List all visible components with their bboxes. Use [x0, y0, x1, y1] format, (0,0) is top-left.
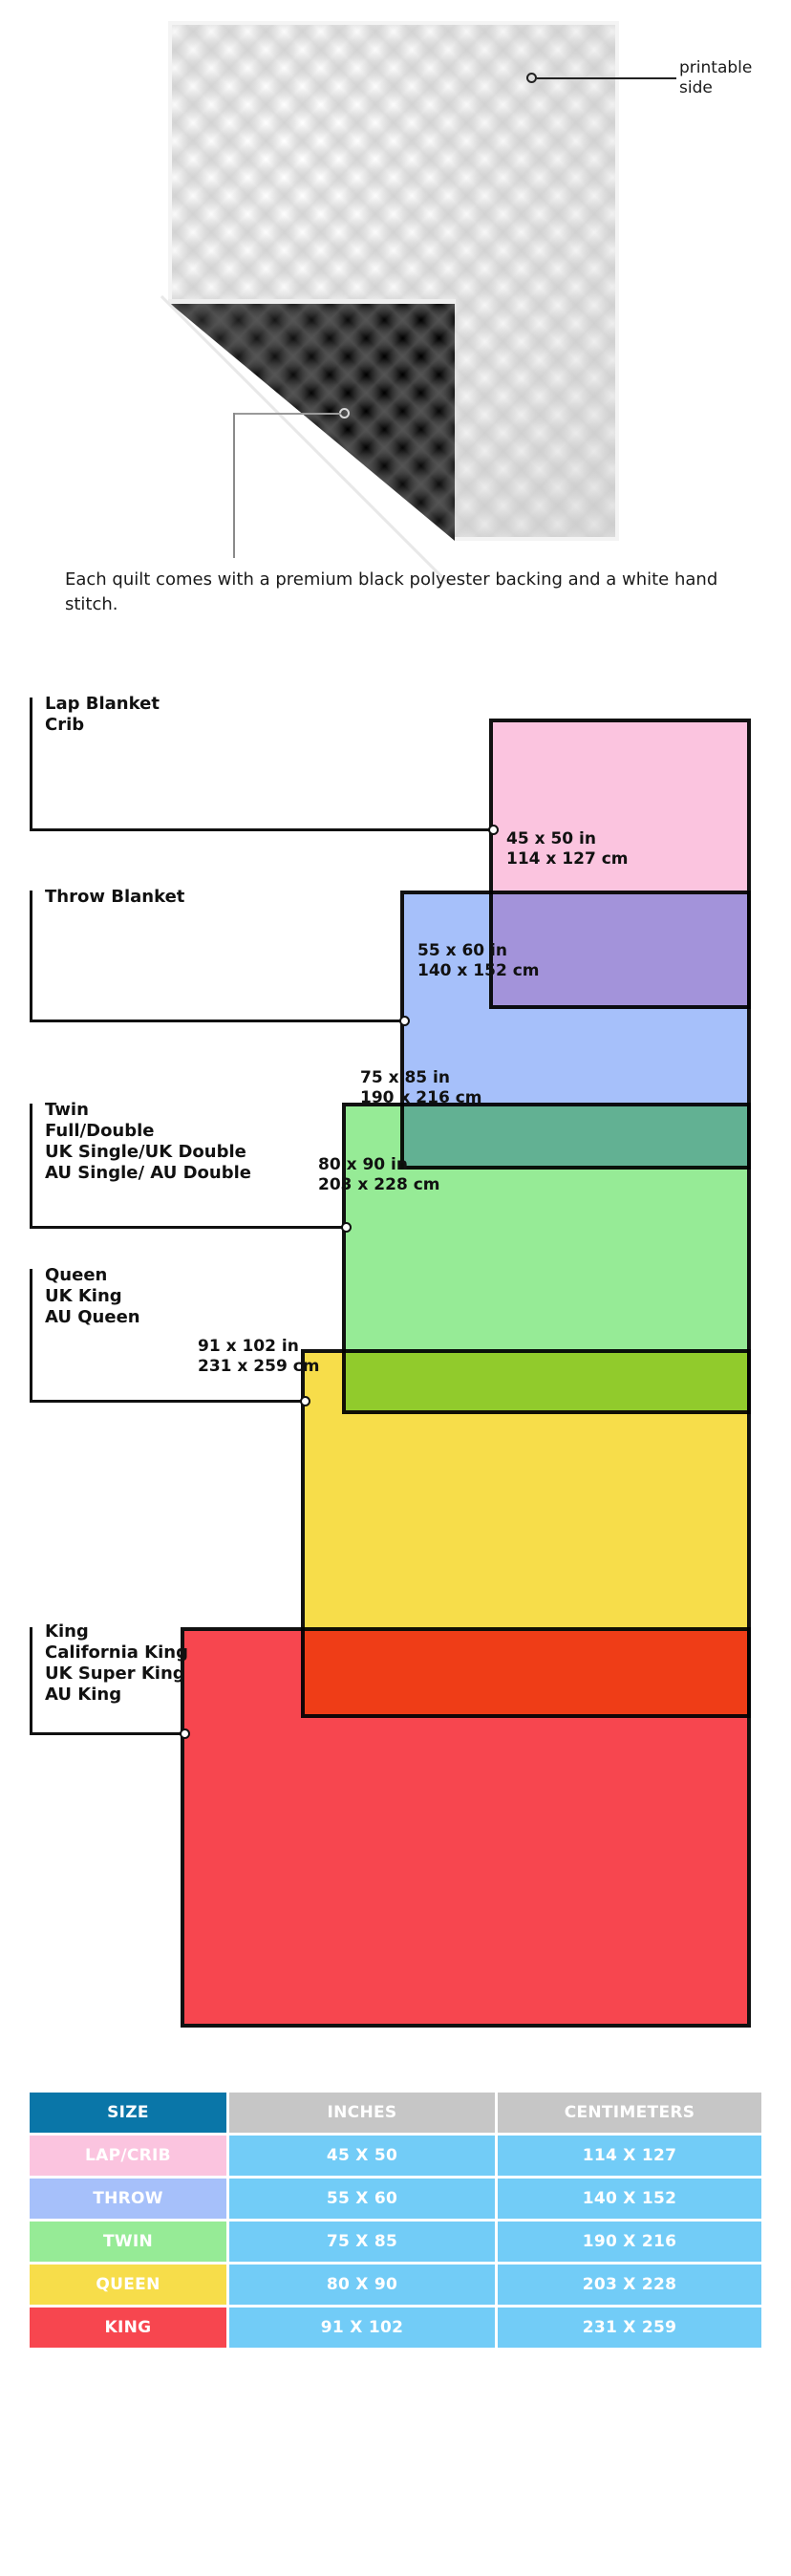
callout-queen-dot-icon — [300, 1396, 310, 1406]
size-table: SIZE INCHES CENTIMETERS LAP/CRIB 45 X 50… — [30, 2093, 761, 2351]
printable-side-label-line2: side — [679, 78, 713, 97]
callout-twin-name-3: AU Single/ AU Double — [45, 1163, 251, 1183]
callout-queen-name-1: UK King — [45, 1286, 122, 1306]
dims-lap-crib: 45 x 50 in 114 x 127 cm — [506, 829, 628, 869]
table-row: TWIN 75 X 85 190 X 216 — [30, 2222, 761, 2262]
size-diagram-section: 45 x 50 in 114 x 127 cm 55 x 60 in 140 x… — [0, 659, 791, 2054]
printable-side-label-line1: printable — [679, 58, 753, 77]
printable-side-leader-line — [537, 77, 676, 79]
table-cell-cm-throw: 140 X 152 — [498, 2179, 761, 2219]
table-cell-inches-lap-crib: 45 X 50 — [229, 2136, 495, 2176]
callout-queen-hline — [30, 1400, 304, 1403]
table-header-inches: INCHES — [229, 2093, 495, 2133]
dims-throw-inches: 55 x 60 in — [417, 941, 507, 960]
callout-twin-label: Twin Full/Double UK Single/UK Double AU … — [45, 1100, 251, 1184]
table-cell-cm-queen: 203 X 228 — [498, 2265, 761, 2305]
dims-king-cm: 231 x 259 cm — [198, 1357, 320, 1376]
callout-throw-dot-icon — [399, 1016, 410, 1026]
table-header-size: SIZE — [30, 2093, 226, 2133]
dims-lap-crib-inches: 45 x 50 in — [506, 829, 596, 848]
table-row: KING 91 X 102 231 X 259 — [30, 2308, 761, 2348]
black-backing-leader-line — [234, 413, 341, 415]
callout-king-hline — [30, 1732, 183, 1735]
callout-king-name-1: California King — [45, 1642, 188, 1663]
callout-lap-crib-name-1: Crib — [45, 715, 85, 735]
table-cell-inches-king: 91 X 102 — [229, 2308, 495, 2348]
callout-twin-vline — [30, 1104, 32, 1228]
table-row: THROW 55 X 60 140 X 152 — [30, 2179, 761, 2219]
callout-throw-hline — [30, 1020, 403, 1022]
callout-queen-vline — [30, 1269, 32, 1402]
table-cell-cm-lap-crib: 114 X 127 — [498, 2136, 761, 2176]
dims-lap-crib-cm: 114 x 127 cm — [506, 849, 629, 869]
dims-queen: 80 x 90 in 203 x 228 cm — [318, 1155, 439, 1195]
table-cell-size-queen: QUEEN — [30, 2265, 226, 2305]
size-rect-king — [181, 1627, 751, 2028]
callout-twin-hline — [30, 1226, 345, 1229]
callout-twin-dot-icon — [341, 1222, 352, 1233]
printable-side-label: printable side — [679, 58, 784, 98]
table-row: LAP/CRIB 45 X 50 114 X 127 — [30, 2136, 761, 2176]
table-cell-inches-twin: 75 X 85 — [229, 2222, 495, 2262]
callout-twin-name-0: Twin — [45, 1100, 89, 1120]
table-header-centimeters: CENTIMETERS — [498, 2093, 761, 2133]
callout-king-name-2: UK Super King — [45, 1664, 185, 1684]
dims-queen-inches: 80 x 90 in — [318, 1155, 408, 1174]
callout-throw-vline — [30, 891, 32, 1021]
callout-lap-crib-vline — [30, 698, 32, 830]
callout-twin-name-1: Full/Double — [45, 1121, 155, 1141]
callout-throw-label: Throw Blanket — [45, 887, 184, 908]
callout-king-vline — [30, 1627, 32, 1734]
callout-lap-crib-dot-icon — [488, 825, 499, 835]
dims-queen-cm: 203 x 228 cm — [318, 1175, 440, 1194]
callout-queen-label: Queen UK King AU Queen — [45, 1265, 140, 1328]
quilt-fold-seam — [168, 299, 456, 304]
table-cell-size-king: KING — [30, 2308, 226, 2348]
table-cell-inches-queen: 80 X 90 — [229, 2265, 495, 2305]
callout-throw-name-0: Throw Blanket — [45, 887, 185, 907]
table-cell-cm-twin: 190 X 216 — [498, 2222, 761, 2262]
dims-throw-cm: 140 x 152 cm — [417, 961, 540, 980]
dims-twin: 75 x 85 in 190 x 216 cm — [360, 1068, 481, 1108]
dims-king-inches: 91 x 102 in — [198, 1337, 299, 1356]
table-row: QUEEN 80 X 90 203 X 228 — [30, 2265, 761, 2305]
table-cell-size-lap-crib: LAP/CRIB — [30, 2136, 226, 2176]
dims-twin-cm: 190 x 216 cm — [360, 1088, 482, 1107]
callout-lap-crib-label: Lap Blanket Crib — [45, 694, 160, 736]
callout-king-name-0: King — [45, 1621, 89, 1642]
dims-twin-inches: 75 x 85 in — [360, 1068, 450, 1087]
table-cell-size-throw: THROW — [30, 2179, 226, 2219]
callout-king-name-3: AU King — [45, 1685, 122, 1705]
quilt-caption: Each quilt comes with a premium black po… — [65, 569, 718, 614]
quilt-image — [168, 21, 619, 541]
callout-queen-name-2: AU Queen — [45, 1307, 140, 1327]
table-header-row: SIZE INCHES CENTIMETERS — [30, 2093, 761, 2133]
table-cell-size-twin: TWIN — [30, 2222, 226, 2262]
callout-lap-crib-name-0: Lap Blanket — [45, 694, 160, 714]
quilt-illustration-section: printable side Each quilt comes with a p… — [0, 0, 791, 659]
table-cell-cm-king: 231 X 259 — [498, 2308, 761, 2348]
callout-king-label: King California King UK Super King AU Ki… — [45, 1621, 188, 1706]
callout-queen-name-0: Queen — [45, 1265, 108, 1285]
printable-side-dot-icon — [526, 73, 537, 83]
callout-lap-crib-hline — [30, 828, 493, 831]
table-cell-inches-throw: 55 X 60 — [229, 2179, 495, 2219]
dims-king: 91 x 102 in 231 x 259 cm — [198, 1337, 319, 1377]
black-backing-leader-drop — [233, 413, 235, 558]
dims-throw: 55 x 60 in 140 x 152 cm — [417, 941, 539, 981]
callout-twin-name-2: UK Single/UK Double — [45, 1142, 246, 1162]
callout-king-dot-icon — [180, 1728, 190, 1739]
